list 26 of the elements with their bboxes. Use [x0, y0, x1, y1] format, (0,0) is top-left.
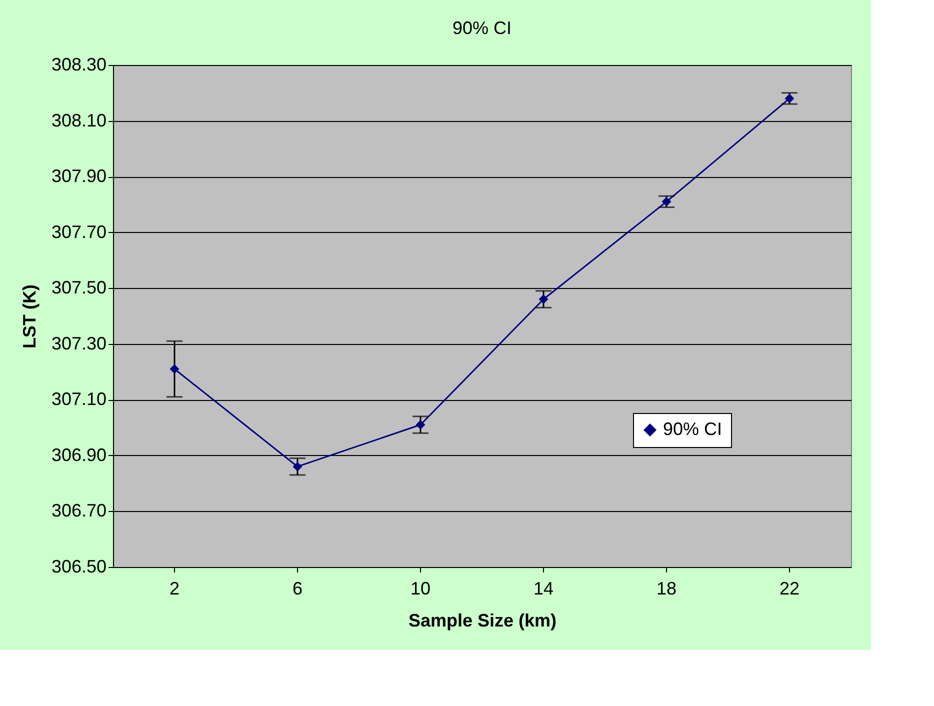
y-axis-title: LST (K) [19, 284, 40, 348]
y-tick-label: 308.10 [51, 110, 106, 130]
legend-label: 90% CI [663, 419, 722, 439]
y-tick-label: 306.90 [51, 444, 106, 465]
point [784, 94, 794, 104]
x-tick-label: 14 [533, 578, 554, 598]
x-tick-label: 2 [169, 578, 180, 598]
y-tick-label: 307.70 [51, 222, 106, 242]
y-tick-label: 306.50 [51, 556, 106, 576]
y-tick-label: 307.30 [51, 333, 106, 354]
x-tick-label: 22 [779, 578, 800, 598]
y-tick-label: 307.90 [51, 166, 106, 186]
point [170, 364, 180, 374]
x-tick-label: 10 [410, 578, 431, 598]
x-axis-title: Sample Size (km) [408, 610, 557, 630]
y-tick-label: 307.50 [51, 278, 106, 298]
x-tick-label: 6 [292, 578, 303, 598]
chart-title: 90% CI [452, 18, 512, 38]
point [292, 462, 302, 472]
y-tick-label: 306.70 [51, 500, 106, 521]
point [538, 294, 548, 304]
point [662, 196, 672, 206]
y-tick-label: 307.10 [51, 389, 106, 410]
x-tick-label: 18 [656, 578, 677, 598]
y-tick-label: 308.30 [51, 54, 106, 74]
point [416, 420, 426, 430]
